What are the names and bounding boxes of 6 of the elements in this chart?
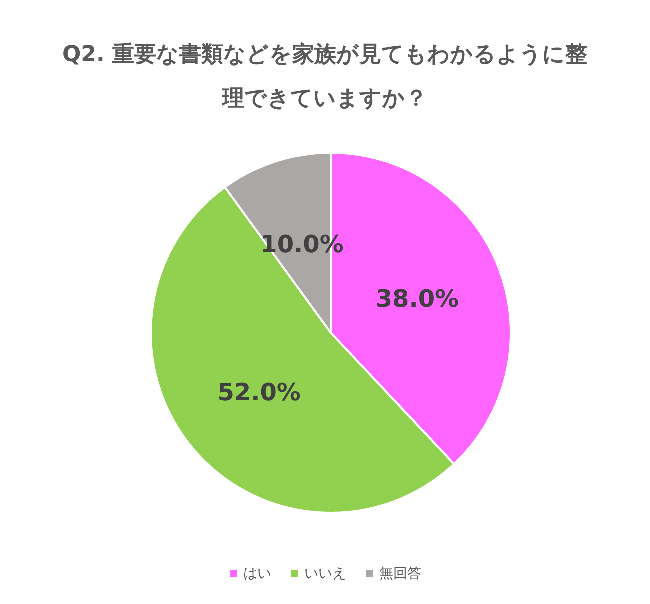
data-label: 52.0% <box>218 378 301 406</box>
legend-label: はい <box>244 566 272 582</box>
chart-title: Q2. 重要な書類などを家族が見てもわかるように整理できていますか？ <box>62 42 588 112</box>
data-label: 38.0% <box>376 284 460 313</box>
legend-label: 無回答 <box>380 566 422 582</box>
legend-label: いいえ <box>304 566 346 582</box>
